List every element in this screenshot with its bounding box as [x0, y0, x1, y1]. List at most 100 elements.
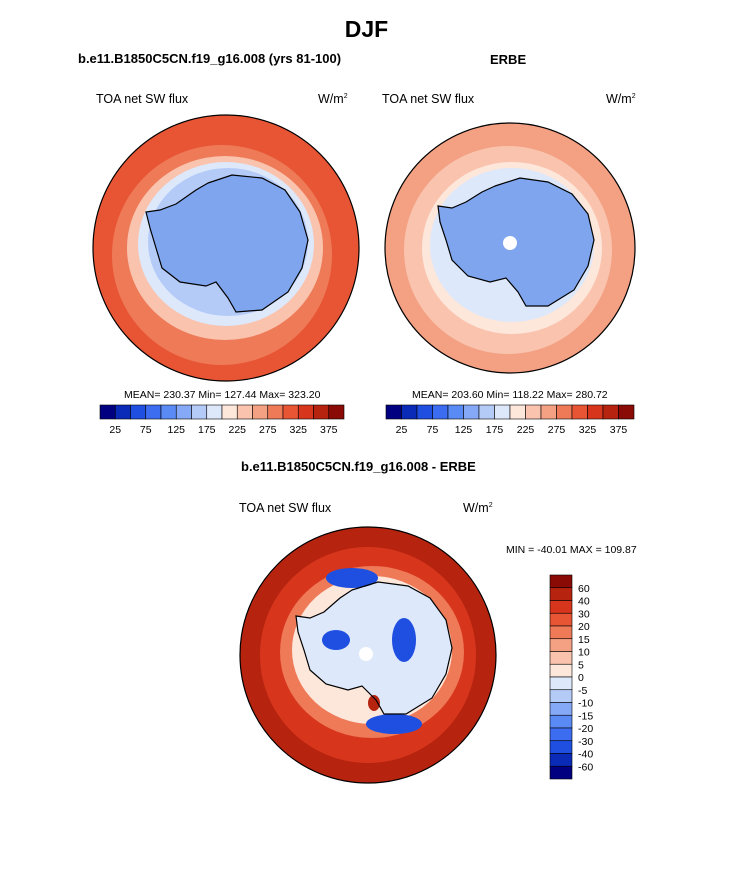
diff-colorbar-swatch [549, 625, 573, 640]
model-colorbar-tick-label: 125 [167, 424, 185, 436]
diff-stats: MIN = -40.01 MAX = 109.87 [506, 544, 637, 556]
model-coastline [145, 174, 309, 313]
diff-colorbar-tick-label: -5 [578, 685, 587, 697]
diff-colorbar-swatch [549, 574, 573, 589]
model-colorbar-tick-label: 175 [198, 424, 216, 436]
diff-colorbar-swatch [549, 638, 573, 652]
model-colorbar-swatch [130, 404, 147, 420]
obs-colorbar-tick-label: 325 [579, 424, 597, 436]
model-colorbar-swatch [282, 404, 299, 420]
diff-colorbar-tick-label: 20 [578, 621, 590, 633]
model-colorbar-swatch [206, 404, 223, 420]
obs-colorbar-tick-label: 125 [455, 424, 473, 436]
obs-pole-gap [503, 236, 517, 250]
model-colorbar-tick-label: 225 [228, 424, 246, 436]
diff-colorbar-swatch [549, 740, 573, 754]
model-colorbar-swatch [175, 404, 192, 420]
obs-colorbar-tick-label: 275 [548, 424, 566, 436]
diff-colorbar-swatch [549, 689, 573, 703]
obs-colorbar-swatch [416, 404, 433, 420]
diff-pole-gap [359, 647, 373, 661]
diff-panel-title: b.e11.B1850C5CN.f19_g16.008 - ERBE [241, 459, 476, 474]
obs-colorbar-tick-label: 25 [396, 424, 408, 436]
diff-colorbar-swatch [549, 753, 573, 767]
diff-blue-patch-north [326, 568, 378, 588]
diff-colorbar-tick-label: -40 [578, 749, 593, 761]
diff-blue-patch-south [366, 714, 422, 734]
obs-colorbar-swatch [463, 404, 480, 420]
model-continent [146, 175, 308, 312]
diff-coastline [295, 581, 453, 715]
model-colorbar-tick-label: 75 [140, 424, 152, 436]
diff-map-border [239, 526, 497, 784]
diff-colorbar-tick-label: 10 [578, 647, 590, 659]
obs-colorbar-tick-label: 375 [610, 424, 628, 436]
obs-colorbar: 25 75 125 175 225 275 325 375 [385, 404, 635, 436]
obs-colorbar-swatch [556, 404, 573, 420]
diff-colorbar-tick-label: -30 [578, 736, 593, 748]
obs-colorbar-swatch [447, 404, 464, 420]
diff-colorbar-tick-label: 15 [578, 634, 590, 646]
model-colorbar-swatch [221, 404, 238, 420]
obs-colorbar-swatch [494, 404, 511, 420]
obs-colorbar-swatch [401, 404, 418, 420]
diff-blue-patch-west [322, 630, 350, 650]
model-colorbar-tick-label: 375 [320, 424, 338, 436]
figure-title: DJF [344, 16, 389, 42]
model-colorbar-swatch [145, 404, 162, 420]
diff-colorbar-swatch [549, 600, 573, 614]
model-colorbar-tick-label: 25 [109, 424, 121, 436]
obs-colorbar-swatch [618, 404, 635, 420]
model-colorbar-swatch [99, 404, 116, 420]
diff-colorbar-swatch [549, 702, 573, 716]
diff-colorbar-swatch [549, 663, 573, 678]
diff-colorbar-swatch [549, 612, 573, 627]
obs-colorbar-swatch [432, 404, 449, 420]
model-units-label: W/m2 [318, 92, 348, 106]
obs-colorbar-tick-label: 75 [427, 424, 439, 436]
model-colorbar-swatch [313, 404, 330, 420]
model-colorbar-swatch [236, 404, 253, 420]
obs-stats: MEAN= 203.60 Min= 118.22 Max= 280.72 [412, 389, 608, 401]
obs-colorbar-tick-label: 225 [517, 424, 535, 436]
diff-map [240, 527, 496, 783]
model-panel-title: b.e11.B1850C5CN.f19_g16.008 (yrs 81-100) [78, 51, 342, 66]
diff-red-spot [368, 695, 380, 711]
diff-colorbar-swatch [549, 587, 573, 601]
obs-colorbar-swatch [509, 404, 526, 420]
model-colorbar-swatch [267, 404, 284, 420]
obs-colorbar-swatch [540, 404, 557, 420]
model-colorbar-swatch [114, 404, 131, 420]
diff-blue-patch-east [392, 618, 416, 662]
diff-continent [296, 582, 452, 714]
model-colorbar-swatch [191, 404, 208, 420]
obs-coastline [437, 177, 595, 307]
model-colorbar-swatch [160, 404, 177, 420]
obs-colorbar-swatch [571, 404, 588, 420]
obs-colorbar-swatch [478, 404, 495, 420]
model-colorbar-tick-label: 275 [259, 424, 277, 436]
model-colorbar-tick-label: 325 [289, 424, 307, 436]
model-variable-label: TOA net SW flux [96, 92, 189, 106]
diff-colorbar-tick-label: 60 [578, 583, 590, 595]
obs-colorbar-swatch [525, 404, 542, 420]
diff-colorbar-swatch [549, 714, 573, 729]
obs-map-border [384, 122, 636, 374]
model-colorbar: 25 75 125 175 225 275 325 375 [99, 404, 345, 436]
diff-colorbar-tick-label: 0 [578, 672, 584, 684]
model-map-border [92, 114, 360, 382]
obs-variable-label: TOA net SW flux [382, 92, 475, 106]
obs-colorbar-tick-label: 175 [486, 424, 504, 436]
obs-map [385, 123, 635, 373]
diff-colorbar-swatch [549, 765, 573, 780]
diff-colorbar-swatch [549, 676, 573, 691]
model-stats: MEAN= 230.37 Min= 127.44 Max= 323.20 [124, 389, 321, 401]
obs-panel-title: ERBE [490, 52, 527, 67]
model-map [93, 115, 359, 381]
diff-units-label: W/m2 [463, 501, 493, 515]
diff-colorbar-tick-label: -60 [578, 761, 593, 773]
diff-colorbar-tick-label: 40 [578, 596, 590, 608]
obs-colorbar-swatch [385, 404, 402, 420]
